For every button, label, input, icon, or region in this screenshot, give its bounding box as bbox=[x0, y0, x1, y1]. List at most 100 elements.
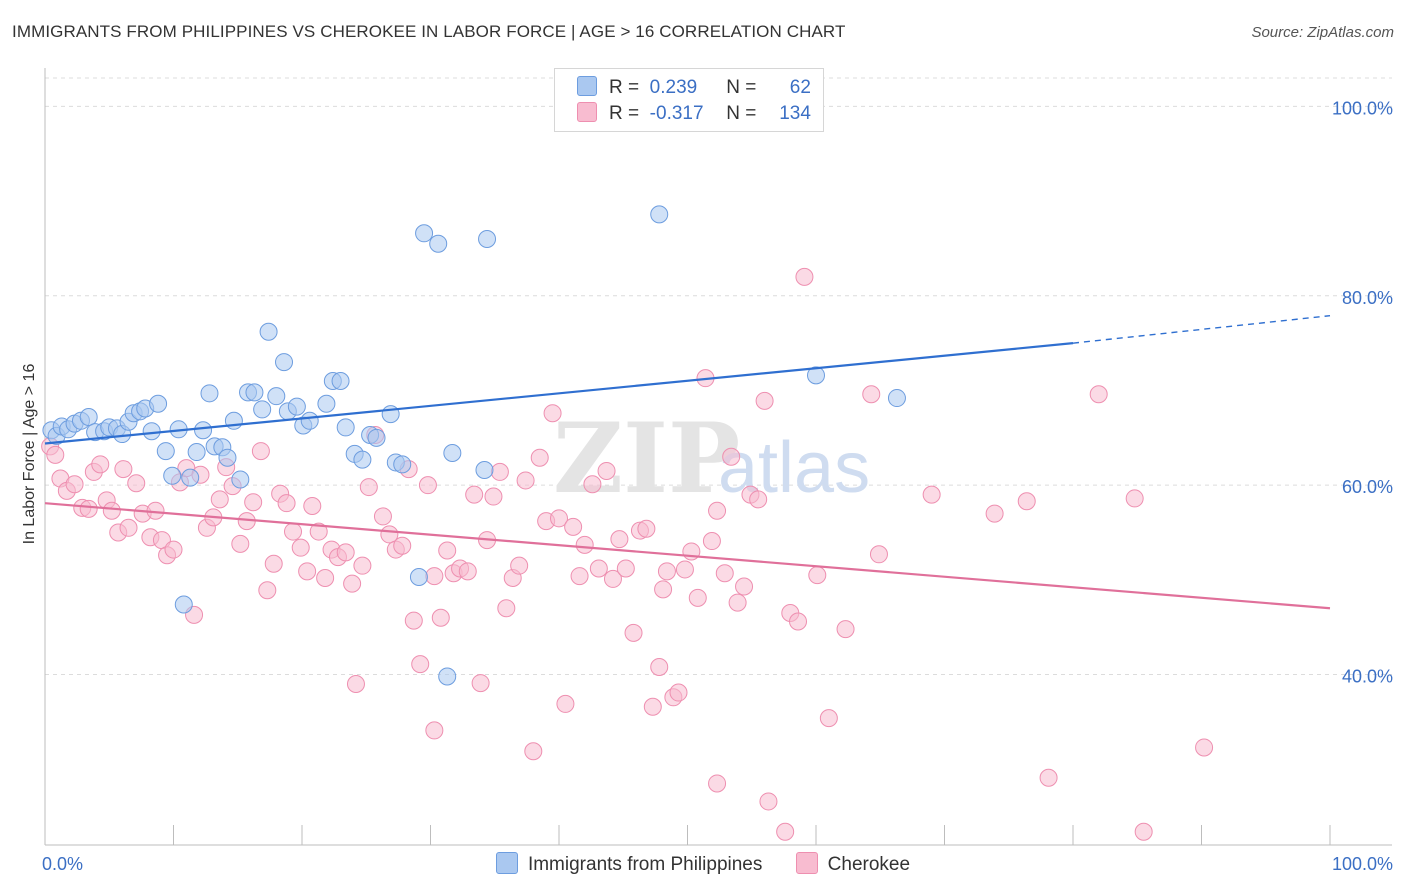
data-point[interactable] bbox=[589, 559, 608, 578]
data-point[interactable] bbox=[530, 448, 549, 467]
data-point[interactable] bbox=[570, 567, 589, 586]
data-point[interactable] bbox=[187, 443, 206, 462]
data-point[interactable] bbox=[564, 517, 583, 536]
data-point[interactable] bbox=[287, 397, 306, 416]
series-legend-philippines[interactable]: Immigrants from Philippines bbox=[495, 852, 762, 876]
data-point[interactable] bbox=[251, 442, 270, 461]
data-point[interactable] bbox=[836, 620, 855, 639]
data-point[interactable] bbox=[603, 569, 622, 588]
data-point[interactable] bbox=[438, 541, 457, 560]
data-point[interactable] bbox=[267, 387, 286, 406]
data-point[interactable] bbox=[200, 384, 219, 403]
data-point[interactable] bbox=[425, 567, 444, 586]
data-point[interactable] bbox=[163, 466, 182, 485]
data-point[interactable] bbox=[438, 667, 457, 686]
data-point[interactable] bbox=[114, 460, 133, 479]
data-point[interactable] bbox=[343, 574, 362, 593]
data-point[interactable] bbox=[275, 353, 294, 372]
data-point[interactable] bbox=[373, 507, 392, 526]
data-point[interactable] bbox=[702, 532, 721, 551]
data-point[interactable] bbox=[759, 792, 778, 811]
data-point[interactable] bbox=[142, 422, 161, 441]
data-point[interactable] bbox=[415, 224, 434, 243]
data-point[interactable] bbox=[675, 560, 694, 579]
data-point[interactable] bbox=[650, 205, 669, 224]
data-point[interactable] bbox=[149, 394, 168, 413]
data-point[interactable] bbox=[181, 468, 200, 487]
data-point[interactable] bbox=[524, 742, 543, 761]
data-point[interactable] bbox=[264, 554, 283, 573]
data-point[interactable] bbox=[543, 404, 562, 423]
data-point[interactable] bbox=[985, 504, 1004, 523]
data-point[interactable] bbox=[550, 509, 568, 528]
data-point[interactable] bbox=[277, 494, 296, 513]
data-point[interactable] bbox=[516, 471, 535, 490]
data-point[interactable] bbox=[490, 462, 509, 481]
data-point[interactable] bbox=[819, 709, 838, 728]
data-point[interactable] bbox=[331, 372, 350, 391]
data-point[interactable] bbox=[484, 487, 503, 506]
data-point[interactable] bbox=[478, 229, 497, 248]
data-point[interactable] bbox=[654, 580, 673, 599]
data-point[interactable] bbox=[1089, 385, 1108, 404]
data-point[interactable] bbox=[458, 562, 477, 581]
data-point[interactable] bbox=[637, 519, 656, 538]
data-point[interactable] bbox=[429, 234, 448, 253]
data-point[interactable] bbox=[722, 447, 741, 466]
data-point[interactable] bbox=[79, 499, 98, 518]
data-point[interactable] bbox=[79, 407, 98, 426]
data-point[interactable] bbox=[808, 566, 827, 585]
data-point[interactable] bbox=[657, 562, 676, 581]
data-point[interactable] bbox=[575, 535, 594, 554]
data-point[interactable] bbox=[887, 389, 906, 408]
data-point[interactable] bbox=[610, 530, 629, 549]
data-point[interactable] bbox=[650, 657, 669, 676]
data-point[interactable] bbox=[367, 428, 386, 447]
data-point[interactable] bbox=[795, 267, 814, 286]
data-point[interactable] bbox=[749, 490, 768, 509]
data-point[interactable] bbox=[1017, 492, 1036, 511]
data-point[interactable] bbox=[869, 545, 888, 564]
data-point[interactable] bbox=[231, 470, 250, 489]
data-point[interactable] bbox=[156, 442, 175, 461]
data-point[interactable] bbox=[336, 418, 355, 437]
data-point[interactable] bbox=[1134, 822, 1153, 841]
data-point[interactable] bbox=[164, 540, 183, 559]
data-point[interactable] bbox=[755, 391, 774, 410]
data-point[interactable] bbox=[776, 822, 795, 841]
data-point[interactable] bbox=[922, 485, 941, 504]
data-point[interactable] bbox=[244, 493, 263, 512]
data-point[interactable] bbox=[393, 455, 412, 474]
data-point[interactable] bbox=[174, 595, 193, 614]
data-point[interactable] bbox=[353, 556, 372, 575]
data-point[interactable] bbox=[475, 461, 494, 480]
data-point[interactable] bbox=[708, 774, 727, 793]
data-point[interactable] bbox=[127, 474, 146, 493]
data-point[interactable] bbox=[298, 562, 317, 581]
data-point[interactable] bbox=[284, 522, 303, 541]
data-point[interactable] bbox=[359, 478, 378, 497]
data-point[interactable] bbox=[259, 322, 278, 341]
data-point[interactable] bbox=[735, 577, 754, 596]
data-point[interactable] bbox=[194, 421, 213, 440]
data-point[interactable] bbox=[393, 536, 412, 555]
data-point[interactable] bbox=[597, 461, 616, 480]
data-point[interactable] bbox=[1125, 489, 1144, 508]
data-point[interactable] bbox=[316, 568, 335, 587]
data-point[interactable] bbox=[245, 383, 264, 402]
data-point[interactable] bbox=[346, 675, 365, 694]
data-point[interactable] bbox=[253, 400, 272, 419]
series-legend-cherokee[interactable]: Cherokee bbox=[795, 852, 910, 876]
data-point[interactable] bbox=[643, 697, 662, 716]
data-point[interactable] bbox=[708, 501, 727, 520]
data-point[interactable] bbox=[431, 608, 450, 627]
data-point[interactable] bbox=[91, 455, 110, 474]
data-point[interactable] bbox=[258, 581, 277, 600]
data-point[interactable] bbox=[624, 623, 643, 642]
data-point[interactable] bbox=[862, 385, 881, 404]
data-point[interactable] bbox=[669, 683, 688, 702]
data-point[interactable] bbox=[418, 476, 437, 495]
data-point[interactable] bbox=[218, 448, 237, 467]
data-point[interactable] bbox=[1195, 738, 1214, 757]
data-point[interactable] bbox=[789, 612, 808, 631]
